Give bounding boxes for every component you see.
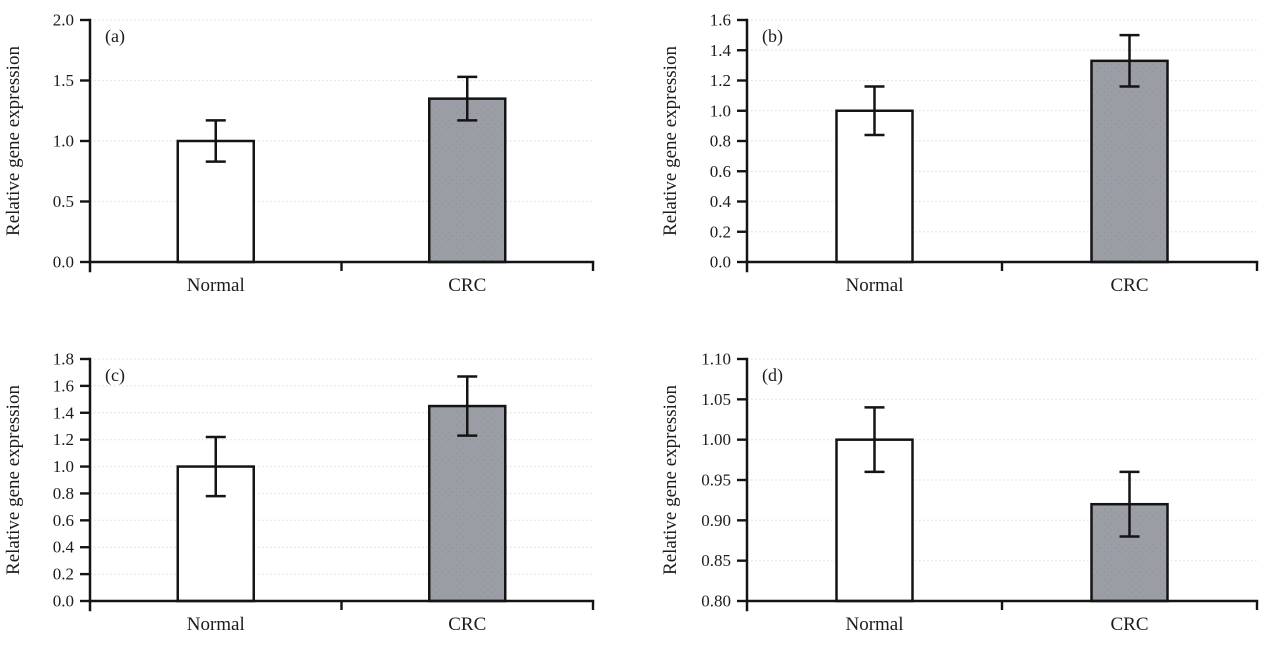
category-label-normal: Normal xyxy=(187,275,245,296)
bar-crc xyxy=(1090,59,1169,264)
bar-chart-a: 0.0 0.5 1.0 1.5 2.0 Normal CRC (a) Relative gene… xyxy=(3,11,595,296)
y-tick-label: 0.2 xyxy=(710,222,731,241)
y-tick-label: 1.8 xyxy=(53,350,74,369)
panel-letter: (b) xyxy=(762,26,783,47)
panel-d: 0.80 0.85 0.90 0.95 1.00 1.05 1.10 Normal CRC (d)… xyxy=(634,326,1268,652)
y-tick-label: 1.05 xyxy=(701,390,731,409)
y-axis-title: Relative gene expression xyxy=(3,385,24,575)
error-bar-normal xyxy=(205,119,226,163)
y-tick-label: 1.6 xyxy=(710,11,731,30)
y-tick-label: 0.4 xyxy=(53,538,75,557)
y-tick-label: 0.0 xyxy=(53,253,74,272)
y-tick-label: 1.4 xyxy=(53,403,75,422)
bar-crc xyxy=(428,404,507,603)
y-tick-label: 0.0 xyxy=(710,253,731,272)
error-bar-crc xyxy=(457,375,478,437)
y-tick-label: 0.80 xyxy=(701,592,731,611)
category-label-crc: CRC xyxy=(1110,275,1148,296)
y-tick-label: 1.0 xyxy=(53,457,74,476)
error-bar-normal xyxy=(864,85,885,137)
y-tick-label: 0.0 xyxy=(53,592,74,611)
y-tick-label: 0.85 xyxy=(701,551,731,570)
bar-chart-d: 0.80 0.85 0.90 0.95 1.00 1.05 1.10 Normal CRC (d)… xyxy=(660,350,1259,635)
y-tick-label: 1.2 xyxy=(53,430,74,449)
y-tick-label: 2.0 xyxy=(53,11,74,30)
y-tick-label: 0.95 xyxy=(701,471,731,490)
y-tick-label: 0.5 xyxy=(53,192,74,211)
y-tick-label: 1.00 xyxy=(701,430,731,449)
error-bar-crc xyxy=(457,75,478,122)
y-tick-label: 1.6 xyxy=(53,376,74,395)
y-tick-label: 0.90 xyxy=(701,511,731,530)
panel-c: 0.0 0.2 0.4 0.6 0.8 1.0 1.2 1.4 1.6 1.8 Normal CRC (… xyxy=(0,326,634,652)
y-tick-label: 1.10 xyxy=(701,350,731,369)
error-bar-crc xyxy=(1119,470,1140,538)
category-label-normal: Normal xyxy=(845,275,903,296)
panel-b: 0.0 0.2 0.4 0.6 0.8 1.0 1.2 1.4 1.6 Normal CRC (b) R… xyxy=(634,0,1268,326)
y-axis-title: Relative gene expression xyxy=(660,385,681,575)
y-tick-label: 1.4 xyxy=(710,41,732,60)
bar-chart-c: 0.0 0.2 0.4 0.6 0.8 1.0 1.2 1.4 1.6 1.8 Normal CRC (… xyxy=(3,350,595,635)
y-tick-label: 1.0 xyxy=(53,132,74,151)
y-tick-label: 0.8 xyxy=(53,484,74,503)
y-tick-label: 1.5 xyxy=(53,71,74,90)
y-tick-label: 0.8 xyxy=(710,132,731,151)
y-tick-label: 0.4 xyxy=(710,192,732,211)
category-label-crc: CRC xyxy=(448,275,486,296)
error-bar-normal xyxy=(864,406,885,474)
y-axis-title: Relative gene expression xyxy=(3,46,24,236)
panel-letter: (a) xyxy=(105,26,125,47)
bar-crc xyxy=(428,97,507,264)
panel-letter: (d) xyxy=(762,365,783,386)
category-label-normal: Normal xyxy=(187,614,245,635)
category-label-crc: CRC xyxy=(1110,614,1148,635)
bar-chart-b: 0.0 0.2 0.4 0.6 0.8 1.0 1.2 1.4 1.6 Normal CRC (b) R… xyxy=(660,11,1259,296)
y-tick-label: 0.6 xyxy=(710,162,731,181)
y-tick-label: 0.2 xyxy=(53,565,74,584)
category-label-normal: Normal xyxy=(845,614,903,635)
panel-letter: (c) xyxy=(105,365,125,386)
y-tick-label: 1.2 xyxy=(710,71,731,90)
panel-a: 0.0 0.5 1.0 1.5 2.0 Normal CRC (a) Relative gene… xyxy=(0,0,634,326)
error-bar-crc xyxy=(1119,33,1140,88)
y-tick-label: 1.0 xyxy=(710,101,731,120)
y-tick-label: 0.6 xyxy=(53,511,74,530)
y-axis-title: Relative gene expression xyxy=(660,46,681,236)
category-label-crc: CRC xyxy=(448,614,486,635)
error-bar-normal xyxy=(205,435,226,498)
